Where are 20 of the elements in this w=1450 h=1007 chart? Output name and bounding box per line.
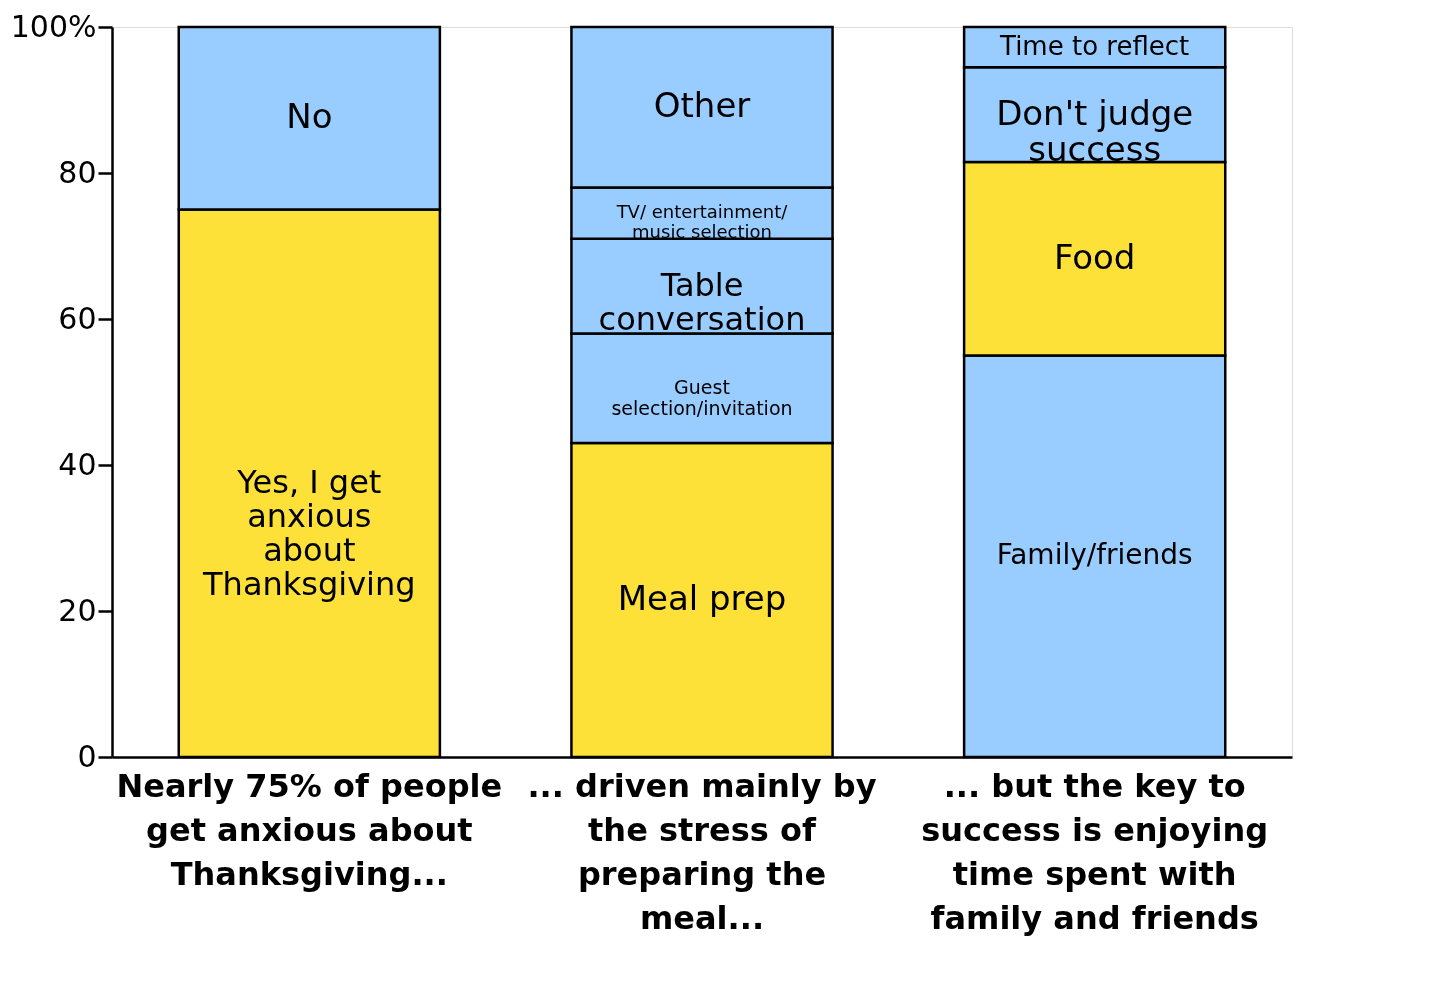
series-label: TV/ entertainment/ music selection bbox=[615, 201, 789, 243]
y-tick-label: 20 bbox=[58, 592, 97, 628]
y-tick-label: 40 bbox=[58, 446, 97, 482]
series-label: Yes, I get anxious about Thanksgiving bbox=[202, 463, 416, 604]
series-label: Other bbox=[653, 85, 751, 126]
series-label: Family/friends bbox=[996, 538, 1193, 572]
x-tick-label: ... but the key to success is enjoying time spent with family and friends bbox=[921, 766, 1269, 937]
series-label: Time to reflect bbox=[999, 31, 1190, 62]
series-label: No bbox=[286, 96, 333, 137]
x-tick-label: ... driven mainly by the stress of preparing the meal... bbox=[527, 766, 877, 937]
y-tick-label: 60 bbox=[58, 300, 97, 336]
series-label: Food bbox=[1053, 236, 1136, 277]
y-tick-label: 0 bbox=[77, 738, 97, 774]
y-tick-label: 80 bbox=[58, 154, 97, 190]
series-label: Meal prep bbox=[617, 578, 787, 619]
series-label: Table conversation bbox=[598, 266, 806, 339]
y-tick-label: 100% bbox=[10, 8, 97, 44]
x-tick-label: Nearly 75% of people get anxious about Thanksgiving... bbox=[116, 766, 503, 893]
series-label: Don't judge success bbox=[996, 92, 1194, 169]
series-label: Guest selection/invitation bbox=[611, 376, 793, 420]
